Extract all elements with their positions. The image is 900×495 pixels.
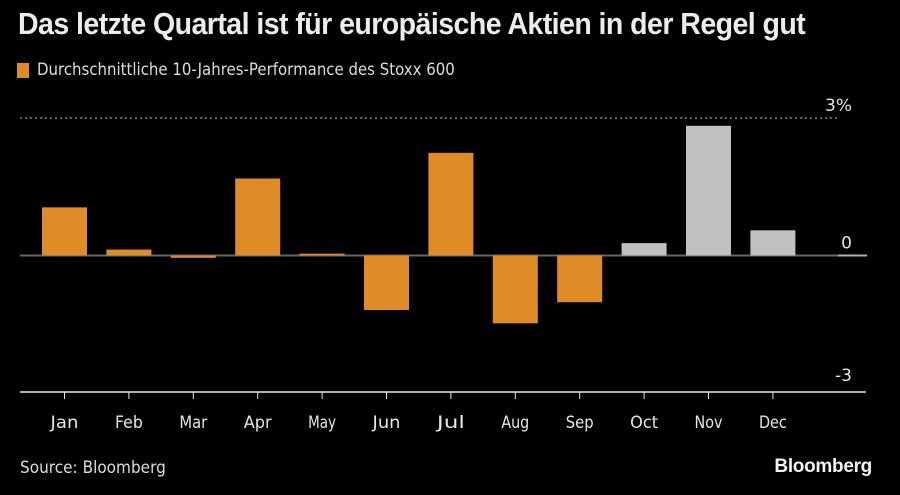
x-tick-label-jun: Jun [371,413,400,433]
bar-jul [428,152,474,256]
legend-swatch [17,62,29,78]
y-tick-label-3: 3% [825,96,852,116]
x-tick-label-mar: Mar [179,413,207,433]
chart-title: Das letzte Quartal ist für europäische A… [18,6,806,41]
bar-apr [235,178,281,256]
bar-jun [364,255,409,311]
bar-sep [557,255,603,303]
x-tick-label-dec: Dec [759,413,787,433]
x-tick-label-aug: Aug [501,413,529,433]
x-tick-label-feb: Feb [115,413,143,433]
x-axis: Jan Feb Mar Apr May Jun Jul Aug Sep Oct Nov Dec [20,391,866,433]
y-tick-label-neg3: -3 [835,366,852,386]
bar-oct [621,243,667,256]
x-tick-label-may: May [308,413,336,433]
bar-jan [42,207,87,256]
legend-label: Durchschnittliche 10-Jahres-Performance … [37,60,455,80]
bar-aug [492,255,538,324]
y-tick-label-0: 0 [841,234,852,254]
x-tick-label-apr: Apr [244,413,272,433]
x-tick-label-nov: Nov [695,413,723,433]
bar-may [299,253,345,256]
bar-feb [106,249,152,256]
bloomberg-logo: Bloomberg [774,456,872,477]
y-axis-labels: 3% 0 -3 [825,96,852,386]
x-tick-label-jul: Jul [436,413,465,433]
bar-mar [170,255,216,258]
legend: Durchschnittliche 10-Jahres-Performance … [17,60,512,80]
source-note: Source: Bloomberg [20,458,166,478]
x-tick-label-jan: Jan [49,413,78,433]
x-tick-label-oct: Oct [630,413,658,433]
bars [42,125,796,324]
x-tick-label-sep: Sep [566,413,594,433]
bar-nov [686,125,731,256]
bar-dec [750,230,796,256]
